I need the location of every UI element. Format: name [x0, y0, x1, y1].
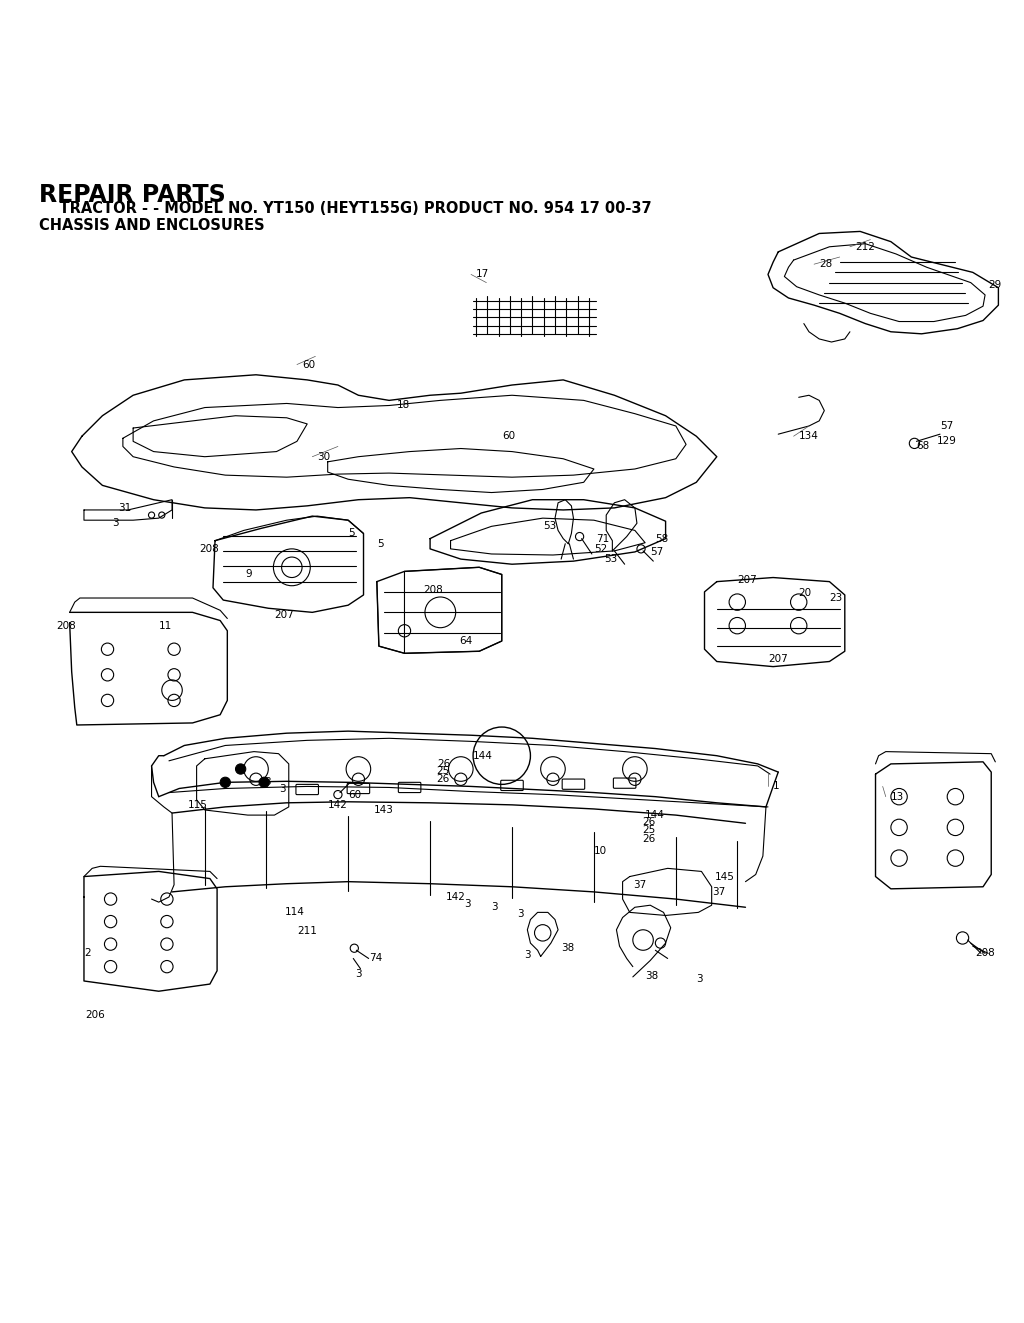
- Text: 5: 5: [348, 528, 354, 538]
- Text: 134: 134: [799, 431, 818, 441]
- Text: 143: 143: [374, 804, 393, 815]
- Text: 10: 10: [594, 845, 607, 856]
- Text: 13: 13: [891, 791, 904, 802]
- Text: 26: 26: [642, 818, 655, 827]
- Text: TRACTOR - - MODEL NO. YT150 (HEYT155G) PRODUCT NO. 954 17 00-37: TRACTOR - - MODEL NO. YT150 (HEYT155G) P…: [39, 201, 651, 216]
- Text: 53: 53: [543, 521, 556, 532]
- Text: 28: 28: [819, 259, 833, 269]
- Text: 211: 211: [297, 926, 316, 935]
- Text: 23: 23: [829, 593, 843, 603]
- Text: 29: 29: [988, 279, 1001, 290]
- Text: 114: 114: [285, 908, 304, 917]
- Text: 58: 58: [655, 533, 669, 544]
- Text: 37: 37: [712, 886, 725, 897]
- Text: 5: 5: [377, 538, 383, 549]
- Text: 53: 53: [604, 554, 617, 564]
- Text: 20: 20: [799, 587, 812, 598]
- Text: 208: 208: [56, 620, 76, 631]
- Text: 142: 142: [445, 892, 465, 902]
- Text: 3: 3: [113, 519, 119, 528]
- Text: 52: 52: [594, 544, 607, 554]
- Text: 3: 3: [280, 785, 286, 795]
- Text: 145: 145: [715, 872, 734, 881]
- Text: 57: 57: [650, 546, 664, 557]
- Text: 129: 129: [937, 437, 956, 446]
- Text: 206: 206: [85, 1009, 104, 1020]
- Text: 74: 74: [369, 954, 382, 963]
- Text: 37: 37: [633, 880, 646, 890]
- Text: 142: 142: [328, 800, 347, 810]
- Text: REPAIR PARTS: REPAIR PARTS: [39, 184, 225, 208]
- Text: 3: 3: [464, 900, 470, 909]
- Text: 144: 144: [645, 810, 665, 820]
- Text: 207: 207: [768, 655, 787, 664]
- Text: 9: 9: [246, 569, 252, 579]
- Text: 3: 3: [696, 974, 702, 984]
- Text: 3: 3: [492, 902, 498, 913]
- Text: 3: 3: [524, 950, 530, 960]
- Text: 71: 71: [596, 533, 609, 544]
- Text: 115: 115: [187, 800, 207, 810]
- Text: 60: 60: [302, 360, 315, 369]
- Circle shape: [220, 777, 230, 787]
- Text: 212: 212: [855, 242, 874, 251]
- Text: 25: 25: [642, 826, 655, 835]
- Text: 60: 60: [348, 790, 361, 799]
- Text: 26: 26: [437, 759, 451, 769]
- Text: 64: 64: [459, 636, 472, 646]
- Circle shape: [236, 763, 246, 774]
- Text: 207: 207: [737, 574, 757, 585]
- Text: 26: 26: [642, 833, 655, 844]
- Text: 68: 68: [916, 442, 930, 451]
- Text: 208: 208: [423, 585, 442, 595]
- Text: CHASSIS AND ENCLOSURES: CHASSIS AND ENCLOSURES: [39, 218, 264, 233]
- Text: 208: 208: [200, 544, 219, 554]
- Text: 30: 30: [317, 451, 331, 462]
- Text: 25: 25: [436, 766, 450, 777]
- Text: 3: 3: [517, 909, 523, 919]
- Text: 38: 38: [561, 943, 574, 953]
- Text: 17: 17: [476, 270, 489, 279]
- Text: 2: 2: [84, 949, 90, 958]
- Text: 3: 3: [264, 778, 270, 787]
- Text: 57: 57: [940, 421, 953, 431]
- Text: 38: 38: [645, 971, 658, 980]
- Text: 18: 18: [397, 401, 411, 410]
- Text: 26: 26: [436, 774, 450, 785]
- Text: 31: 31: [118, 503, 131, 513]
- Text: 208: 208: [975, 949, 994, 958]
- Text: 3: 3: [355, 968, 361, 979]
- Text: 144: 144: [473, 750, 493, 761]
- Text: 207: 207: [274, 610, 294, 620]
- Text: 11: 11: [159, 620, 172, 631]
- Text: 60: 60: [502, 431, 515, 441]
- Text: 1: 1: [773, 782, 779, 791]
- Circle shape: [259, 777, 269, 787]
